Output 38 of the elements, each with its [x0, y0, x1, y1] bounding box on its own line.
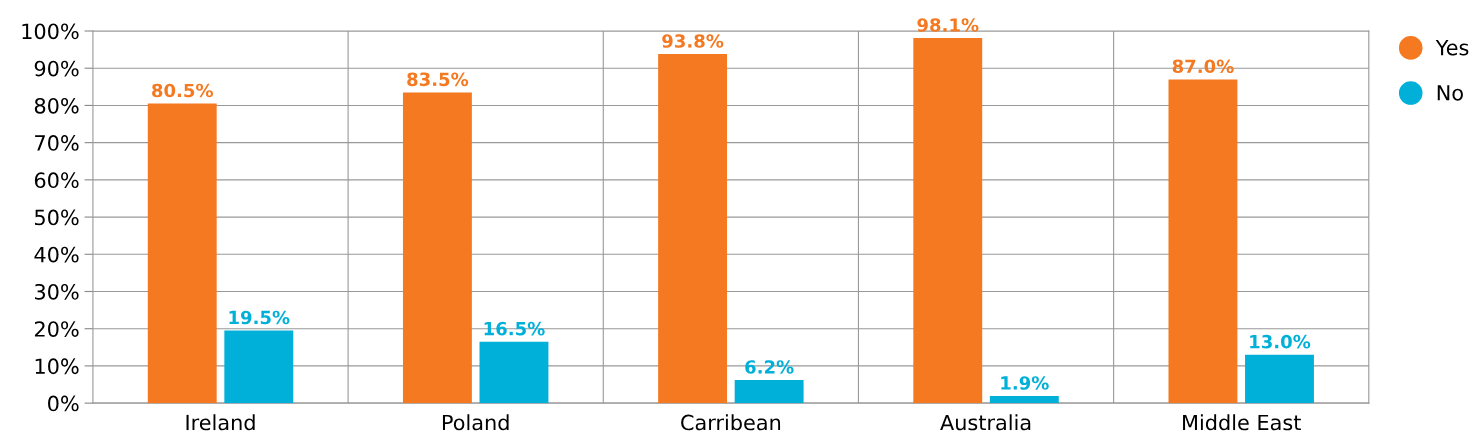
bar: [224, 330, 294, 404]
bar: [147, 103, 217, 404]
y-tick-label: 60%: [34, 172, 79, 189]
bar: [658, 54, 728, 404]
data-label: 80.5%: [152, 83, 213, 98]
y-tick-label: 10%: [35, 358, 79, 375]
data-label: 6.2%: [745, 360, 794, 374]
legend-label: No: [1437, 85, 1463, 101]
bar: [913, 38, 983, 404]
x-tick-label: Poland: [442, 414, 509, 431]
y-tick-label: 30%: [35, 283, 79, 300]
y-tick-label: 70%: [35, 135, 79, 151]
y-tick-label: 20%: [34, 321, 79, 337]
y-tick-label: 40%: [34, 246, 79, 263]
bar: [1168, 79, 1238, 404]
y-tick-label: 90%: [34, 60, 79, 77]
bar: [989, 396, 1059, 404]
bar: [1245, 354, 1314, 404]
x-tick-label: Australia: [940, 414, 1031, 431]
data-label: 98.1%: [917, 18, 979, 32]
data-label: 83.5%: [407, 72, 469, 87]
bar: [734, 380, 804, 404]
data-label: 87.0%: [1172, 59, 1234, 74]
y-tick-label: 50%: [35, 209, 79, 226]
x-tick-label: Ireland: [186, 414, 255, 431]
bar: [402, 92, 472, 404]
legend-label: Yes: [1435, 39, 1469, 56]
x-tick-label: Middle East: [1183, 414, 1301, 431]
data-label: 16.5%: [484, 321, 545, 336]
y-tick-label: 0%: [48, 395, 79, 412]
x-tick-label: Carribean: [681, 414, 781, 431]
y-tick-label: 100%: [22, 23, 79, 40]
data-label: 19.5%: [229, 310, 290, 325]
y-tick-label: 80%: [34, 97, 79, 114]
data-label: 1.9%: [1001, 376, 1049, 390]
data-label: 93.8%: [662, 34, 724, 48]
data-label: 13.0%: [1250, 334, 1311, 349]
bar: [479, 341, 549, 404]
